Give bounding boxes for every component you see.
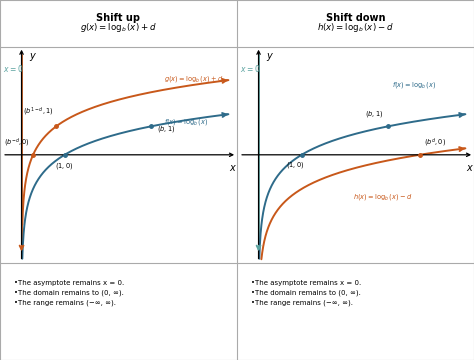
Text: $(b^d, 0)$: $(b^d, 0)$ [424, 136, 446, 149]
Text: $g(x) = \log_b(x) + d$: $g(x) = \log_b(x) + d$ [80, 21, 157, 34]
Text: $x = 0$: $x = 0$ [3, 63, 24, 75]
Text: $x$: $x$ [465, 163, 474, 173]
Text: $(b^{1-d}, 1)$: $(b^{1-d}, 1)$ [23, 106, 54, 118]
Text: Shift up: Shift up [97, 13, 140, 23]
Text: •The asymptote remains x = 0.
•The domain remains to (0, ∞).
•The range remains : •The asymptote remains x = 0. •The domai… [14, 280, 125, 306]
Text: $h(x) = \log_b(x) - d$: $h(x) = \log_b(x) - d$ [353, 192, 412, 202]
Text: $x$: $x$ [228, 163, 237, 173]
Text: $(b, 1)$: $(b, 1)$ [365, 109, 383, 119]
Text: •The asymptote remains x = 0.
•The domain remains to (0, ∞).
•The range remains : •The asymptote remains x = 0. •The domai… [251, 280, 362, 306]
Text: $(1, 0)$: $(1, 0)$ [286, 160, 304, 170]
Text: $(1, 0)$: $(1, 0)$ [55, 161, 74, 171]
Text: $f(x) = \log_b(x)$: $f(x) = \log_b(x)$ [164, 117, 208, 127]
Text: $g(x) = \log_b(x) + d$: $g(x) = \log_b(x) + d$ [164, 75, 223, 84]
Text: $h(x) = \log_b(x) - d$: $h(x) = \log_b(x) - d$ [317, 21, 394, 34]
Text: $x = 0$: $x = 0$ [240, 63, 261, 75]
Text: $y$: $y$ [29, 51, 37, 63]
Text: $f(x) = \log_b(x)$: $f(x) = \log_b(x)$ [392, 80, 437, 90]
Text: $(b, 1)$: $(b, 1)$ [157, 124, 176, 134]
Text: $y$: $y$ [266, 51, 274, 63]
Text: $(b^{-d}, 0)$: $(b^{-d}, 0)$ [4, 136, 30, 149]
Text: Shift down: Shift down [326, 13, 385, 23]
